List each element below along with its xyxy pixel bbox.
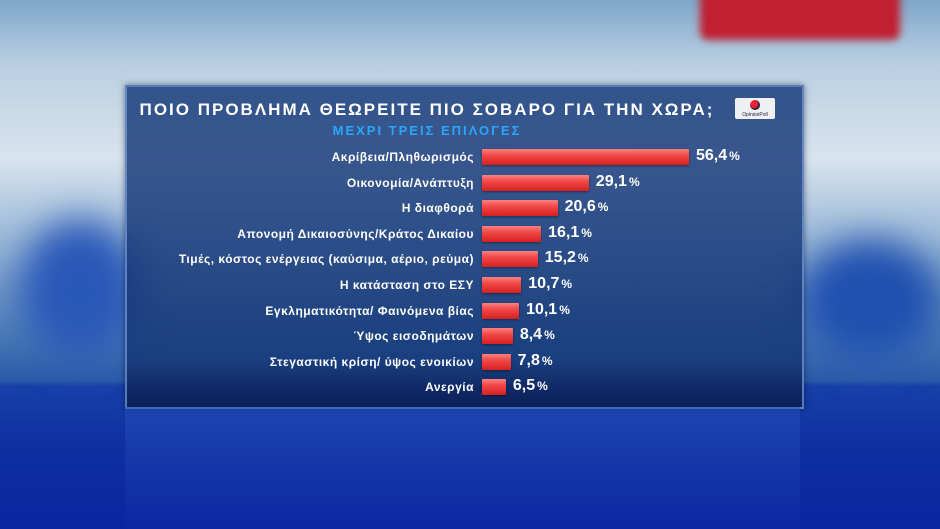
- value-number: 56,4: [695, 147, 728, 164]
- bar: [482, 302, 520, 319]
- category-label: Η κατάσταση στο ΕΣΥ: [339, 278, 474, 292]
- value-number: 20,6: [564, 198, 596, 216]
- category-label: Ακρίβεια/Πληθωρισμός: [331, 150, 474, 164]
- value-number: 15,2: [544, 249, 576, 267]
- percent-sign: %: [597, 200, 609, 215]
- opinionpoll-logo: OpinionPoll: [735, 98, 775, 119]
- chart-panel: ΠΟΙΟ ΠΡΟΒΛΗΜΑ ΘΕΩΡΕΙΤΕ ΠΙΟ ΣΟΒΑΡΟ ΓΙΑ ΤΗ…: [125, 85, 804, 409]
- percent-sign: %: [729, 149, 740, 163]
- bar: [482, 200, 558, 217]
- value-label: 10,1%: [526, 301, 570, 319]
- percent-sign: %: [544, 328, 555, 343]
- background-shape: [700, 0, 900, 40]
- category-label: Η διαφθορά: [401, 201, 474, 216]
- percent-sign: %: [537, 379, 548, 394]
- percent-sign: %: [628, 174, 640, 189]
- category-label: Ύψος εισοδημάτων: [353, 329, 474, 344]
- value-number: 10,7: [528, 275, 560, 292]
- category-label: Εγκληματικότητα/ Φαινόμενα βίας: [265, 303, 474, 318]
- bar: [482, 353, 511, 370]
- bar: [482, 379, 506, 396]
- value-number: 7,8: [517, 351, 540, 369]
- category-label: Απονομή Δικαιοσύνης/Κράτος Δικαίου: [237, 226, 474, 241]
- bar: [482, 328, 513, 345]
- chart-subtitle: ΜΕΧΡΙ ΤΡΕΙΣ ΕΠΙΛΟΓΕΣ: [332, 123, 522, 138]
- background-shape: [800, 240, 940, 360]
- category-label: Ανεργία: [425, 380, 474, 395]
- value-number: 8,4: [519, 326, 543, 344]
- panel-reflection: [125, 407, 800, 529]
- percent-sign: %: [577, 251, 589, 266]
- bar: [482, 277, 522, 293]
- value-label: 6,5%: [513, 377, 548, 395]
- chart-title: ΠΟΙΟ ΠΡΟΒΛΗΜΑ ΘΕΩΡΕΙΤΕ ΠΙΟ ΣΟΒΑΡΟ ΓΙΑ ΤΗ…: [139, 100, 715, 119]
- value-label: 20,6%: [565, 198, 609, 216]
- percent-sign: %: [561, 277, 573, 291]
- bar: [482, 149, 689, 165]
- value-label: 15,2%: [545, 249, 589, 267]
- percent-sign: %: [581, 225, 592, 240]
- value-number: 10,1: [526, 300, 558, 318]
- value-label: 56,4%: [696, 147, 740, 165]
- bar: [482, 174, 589, 191]
- value-label: 16,1%: [548, 224, 592, 242]
- percent-sign: %: [541, 353, 553, 368]
- value-label: 8,4%: [520, 326, 555, 344]
- logo-text: OpinionPoll: [742, 112, 768, 118]
- percent-sign: %: [559, 302, 570, 317]
- category-label: Οικονομία/Ανάπτυξη: [346, 175, 474, 190]
- value-number: 6,5: [512, 377, 536, 395]
- logo-mark-icon: [750, 100, 760, 110]
- value-label: 29,1%: [596, 173, 640, 191]
- value-label: 7,8%: [518, 352, 553, 370]
- bar: [482, 225, 542, 242]
- value-label: 10,7%: [528, 275, 572, 293]
- value-number: 29,1: [595, 172, 627, 190]
- value-number: 16,1: [548, 223, 580, 241]
- category-label: Στεγαστική κρίση/ ύψος ενοικίων: [269, 354, 474, 369]
- background-shape: [20, 220, 140, 360]
- category-label: Τιμές, κόστος ενέργειας (καύσιμα, αέριο,…: [178, 252, 474, 267]
- bar: [482, 251, 538, 268]
